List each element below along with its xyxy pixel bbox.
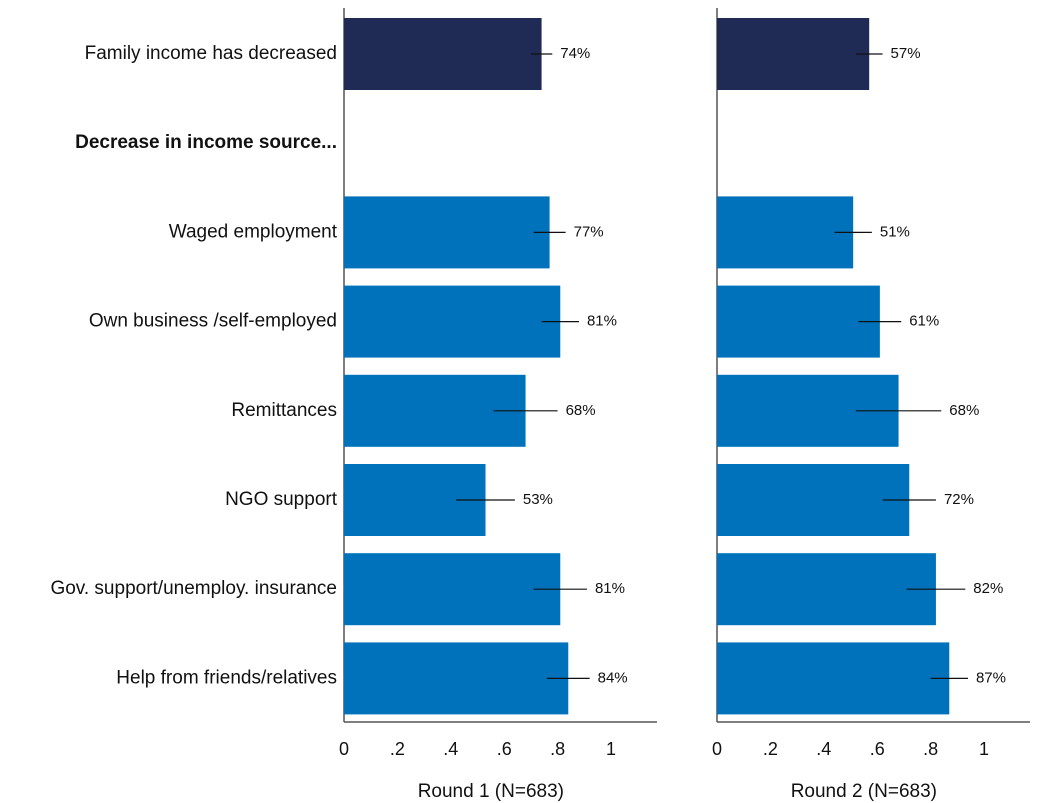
x-tick-label: .6	[497, 739, 512, 759]
bar	[717, 285, 880, 358]
data-label: 87%	[976, 669, 1006, 686]
category-label: Own business /self-employed	[89, 311, 337, 332]
data-label: 72%	[944, 491, 974, 508]
x-tick-label: 1	[979, 739, 989, 759]
bar	[344, 285, 561, 358]
x-tick-label: .8	[923, 739, 938, 759]
x-tick-label: .4	[443, 739, 458, 759]
data-label: 81%	[595, 580, 625, 597]
data-label: 84%	[598, 669, 628, 686]
category-label: Gov. support/unemploy. insurance	[50, 578, 337, 599]
x-axis-title: Round 1 (N=683)	[418, 781, 564, 802]
bar	[344, 18, 542, 90]
bar	[717, 553, 936, 626]
panel-round-2: 57% 51% 61% 68% 72% 82% 87% 0 .2 .4 .6 .8 1 Round 2 (…	[712, 8, 1030, 802]
bar	[717, 642, 950, 715]
category-label: Waged employment	[169, 221, 338, 242]
data-label: 68%	[949, 402, 979, 419]
data-label: 82%	[973, 580, 1003, 597]
category-label: Help from friends/relatives	[116, 667, 337, 688]
bar	[717, 464, 910, 536]
category-label: NGO support	[225, 489, 338, 510]
category-label: Remittances	[231, 400, 337, 421]
data-label: 68%	[566, 402, 596, 419]
panel-round-1: 74% 77% 81% 68% 53% 81% 84% 0 .2 .4 .6 .8 1 Round 1 (…	[339, 8, 657, 802]
data-label: 57%	[891, 45, 921, 62]
data-label: 81%	[587, 313, 617, 330]
x-tick-label: .6	[870, 739, 885, 759]
bar	[717, 196, 854, 269]
data-label: 74%	[560, 45, 590, 62]
category-header-label: Decrease in income source...	[75, 132, 337, 153]
x-tick-label: 1	[606, 739, 616, 759]
x-tick-label: 0	[712, 739, 722, 759]
x-tick-label: .2	[390, 739, 405, 759]
data-label: 77%	[574, 223, 604, 240]
x-tick-label: .4	[816, 739, 831, 759]
x-tick-label: .2	[763, 739, 778, 759]
bar	[717, 18, 870, 90]
bar	[344, 642, 569, 715]
data-label: 51%	[880, 223, 910, 240]
data-label: 53%	[523, 491, 553, 508]
x-axis-title: Round 2 (N=683)	[791, 781, 937, 802]
x-tick-label: .8	[550, 739, 565, 759]
bar	[344, 553, 561, 626]
data-label: 61%	[909, 313, 939, 330]
bar	[344, 196, 550, 269]
category-label: Family income has decreased	[85, 43, 337, 64]
x-tick-label: 0	[339, 739, 349, 759]
